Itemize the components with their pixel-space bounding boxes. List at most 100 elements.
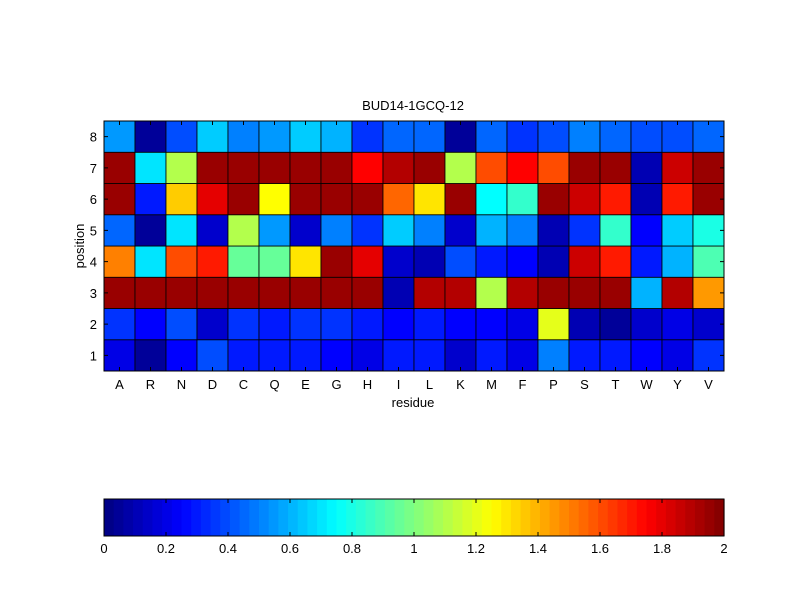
cell-2-I <box>382 308 415 341</box>
x-tick-label: V <box>704 377 713 392</box>
colorbar-segment <box>297 499 309 536</box>
colorbar-segment <box>636 499 648 536</box>
colorbar <box>104 499 725 536</box>
colorbar-segment <box>510 499 522 536</box>
colorbar-tick-label: 1.6 <box>591 541 609 556</box>
cell-6-Y <box>661 183 694 216</box>
cell-3-R <box>134 276 167 309</box>
colorbar-segment <box>617 499 628 536</box>
cell-2-K <box>444 308 477 341</box>
cell-1-S <box>568 339 601 372</box>
cell-8-V <box>692 120 725 153</box>
cell-6-W <box>630 183 663 216</box>
cell-2-Q <box>258 308 291 341</box>
colorbar-segment <box>501 499 512 536</box>
colorbar-segment <box>336 499 347 536</box>
cell-2-S <box>568 308 601 341</box>
cell-3-V <box>692 276 725 309</box>
colorbar-segment <box>433 499 444 536</box>
cell-2-E <box>289 308 322 341</box>
y-tick-label: 7 <box>90 161 97 176</box>
x-tick-label: P <box>549 377 558 392</box>
colorbar-tick-label: 0.8 <box>343 541 361 556</box>
colorbar-segment <box>104 499 115 536</box>
cell-6-N <box>165 183 198 216</box>
x-tick-label: L <box>426 377 433 392</box>
cell-1-L <box>413 339 446 372</box>
cell-4-L <box>413 245 446 278</box>
cell-7-S <box>568 151 601 184</box>
colorbar-segment <box>462 499 473 536</box>
cell-1-D <box>196 339 229 372</box>
colorbar-segment <box>685 499 696 536</box>
cell-3-A <box>103 276 136 309</box>
y-axis-label: position <box>72 224 87 269</box>
cell-4-W <box>630 245 663 278</box>
colorbar-segment <box>162 499 173 536</box>
colorbar-segment <box>355 499 367 536</box>
cell-2-H <box>351 308 384 341</box>
cell-6-M <box>475 183 508 216</box>
cell-6-T <box>599 183 632 216</box>
cell-8-W <box>630 120 663 153</box>
colorbar-segment <box>627 499 638 536</box>
cell-8-C <box>227 120 260 153</box>
colorbar-segment <box>559 499 570 536</box>
cell-7-T <box>599 151 632 184</box>
cell-7-E <box>289 151 322 184</box>
cell-2-L <box>413 308 446 341</box>
cell-1-K <box>444 339 477 372</box>
cell-5-H <box>351 214 384 247</box>
cell-3-G <box>320 276 353 309</box>
colorbar-segment <box>675 499 686 536</box>
cell-8-H <box>351 120 384 153</box>
y-tick-label: 4 <box>90 255 97 270</box>
y-axis: 1 2 3 4 5 6 7 8 <box>90 130 724 363</box>
x-tick-label: Q <box>269 377 279 392</box>
cell-5-T <box>599 214 632 247</box>
colorbar-segment <box>210 499 221 536</box>
x-tick-label: W <box>640 377 653 392</box>
cell-4-M <box>475 245 508 278</box>
cell-4-R <box>134 245 167 278</box>
cell-7-V <box>692 151 725 184</box>
cell-8-S <box>568 120 601 153</box>
cell-1-Q <box>258 339 291 372</box>
cell-6-C <box>227 183 260 216</box>
x-tick-label: N <box>177 377 186 392</box>
cell-7-K <box>444 151 477 184</box>
cell-1-E <box>289 339 322 372</box>
cell-6-R <box>134 183 167 216</box>
colorbar-segment <box>307 499 318 536</box>
colorbar-segment <box>704 499 715 536</box>
colorbar-segment <box>598 499 609 536</box>
colorbar-segment <box>656 499 667 536</box>
chart-title: BUD14-1GCQ-12 <box>362 98 464 113</box>
cell-2-Y <box>661 308 694 341</box>
cell-5-E <box>289 214 322 247</box>
cell-5-R <box>134 214 167 247</box>
colorbar-axis: 0 0.2 0.4 0.6 0.8 1 1.2 1.4 1.6 1.8 2 <box>100 499 728 556</box>
cell-3-E <box>289 276 322 309</box>
x-tick-label: S <box>580 377 589 392</box>
cell-1-T <box>599 339 632 372</box>
cell-3-Q <box>258 276 291 309</box>
colorbar-tick-label: 0.2 <box>157 541 175 556</box>
cell-4-C <box>227 245 260 278</box>
cell-4-V <box>692 245 725 278</box>
cell-4-T <box>599 245 632 278</box>
colorbar-segment <box>142 499 154 536</box>
colorbar-segment <box>694 499 706 536</box>
cell-4-Y <box>661 245 694 278</box>
cell-3-F <box>506 276 539 309</box>
colorbar-tick-label: 1.8 <box>653 541 671 556</box>
colorbar-segment <box>365 499 376 536</box>
cell-2-G <box>320 308 353 341</box>
cell-1-H <box>351 339 384 372</box>
colorbar-segment <box>530 499 541 536</box>
colorbar-segment <box>443 499 454 536</box>
cell-2-C <box>227 308 260 341</box>
cell-2-D <box>196 308 229 341</box>
cell-4-N <box>165 245 198 278</box>
colorbar-segment <box>239 499 250 536</box>
